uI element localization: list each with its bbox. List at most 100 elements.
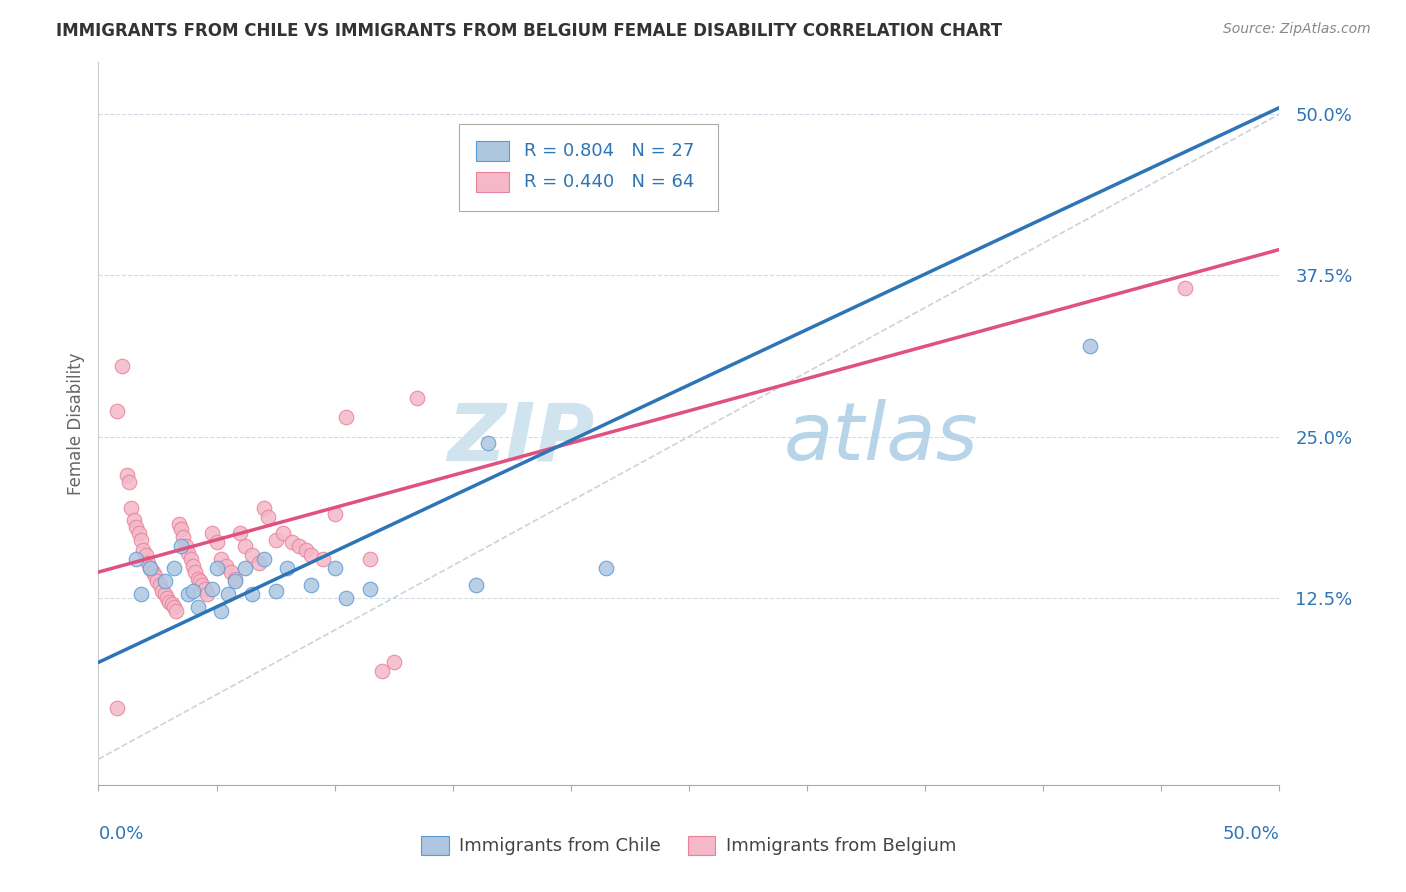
Point xyxy=(177,587,200,601)
Point xyxy=(240,549,263,563)
Point xyxy=(136,556,159,570)
Point xyxy=(111,359,134,373)
Point xyxy=(477,436,499,450)
Point xyxy=(219,565,242,579)
FancyBboxPatch shape xyxy=(477,141,509,161)
Point xyxy=(312,552,335,566)
Point xyxy=(195,587,218,601)
Point xyxy=(264,533,287,547)
Point xyxy=(271,526,294,541)
Point xyxy=(139,561,162,575)
Point xyxy=(1080,339,1102,353)
Point xyxy=(359,552,381,566)
Text: 50.0%: 50.0% xyxy=(1223,825,1279,843)
Point xyxy=(382,656,405,670)
Point xyxy=(135,549,157,563)
Point xyxy=(174,539,197,553)
Point xyxy=(172,530,194,544)
Legend: Immigrants from Chile, Immigrants from Belgium: Immigrants from Chile, Immigrants from B… xyxy=(415,829,963,863)
Point xyxy=(257,509,280,524)
FancyBboxPatch shape xyxy=(458,124,718,211)
Point xyxy=(170,523,193,537)
Point xyxy=(295,543,318,558)
Point xyxy=(281,535,304,549)
Point xyxy=(163,561,186,575)
Point xyxy=(209,552,232,566)
Text: IMMIGRANTS FROM CHILE VS IMMIGRANTS FROM BELGIUM FEMALE DISABILITY CORRELATION C: IMMIGRANTS FROM CHILE VS IMMIGRANTS FROM… xyxy=(56,22,1002,40)
Point xyxy=(205,535,228,549)
Point xyxy=(139,561,162,575)
Point xyxy=(153,574,176,588)
Text: R = 0.804   N = 27: R = 0.804 N = 27 xyxy=(523,143,695,161)
Point xyxy=(595,561,617,575)
Point xyxy=(465,578,488,592)
Text: Source: ZipAtlas.com: Source: ZipAtlas.com xyxy=(1223,22,1371,37)
Point xyxy=(165,604,187,618)
Point xyxy=(233,561,256,575)
Point xyxy=(335,410,357,425)
Text: R = 0.440   N = 64: R = 0.440 N = 64 xyxy=(523,173,695,191)
Point xyxy=(146,574,169,588)
Text: 0.0%: 0.0% xyxy=(98,825,143,843)
Point xyxy=(217,587,239,601)
Point xyxy=(115,468,138,483)
Point xyxy=(276,561,298,575)
Point xyxy=(335,591,357,605)
Point xyxy=(201,526,224,541)
Point xyxy=(209,604,232,618)
Point xyxy=(118,475,141,489)
Point xyxy=(187,572,209,586)
FancyBboxPatch shape xyxy=(477,171,509,192)
Point xyxy=(163,599,186,614)
Y-axis label: Female Disability: Female Disability xyxy=(66,352,84,495)
Point xyxy=(125,520,148,534)
Point xyxy=(150,584,173,599)
Point xyxy=(299,578,322,592)
Point xyxy=(205,561,228,575)
Point xyxy=(167,517,190,532)
Point xyxy=(125,552,148,566)
Point xyxy=(229,526,252,541)
Point xyxy=(187,599,209,614)
Point xyxy=(224,574,246,588)
Point xyxy=(156,591,179,605)
Point xyxy=(122,513,145,527)
Point xyxy=(188,574,211,588)
Point xyxy=(240,587,263,601)
Point xyxy=(224,572,246,586)
Point xyxy=(129,587,152,601)
Point xyxy=(201,582,224,596)
Point xyxy=(184,565,207,579)
Point xyxy=(181,584,204,599)
Point xyxy=(181,558,204,573)
Point xyxy=(170,539,193,553)
Point xyxy=(132,543,155,558)
Point xyxy=(105,404,128,418)
Point xyxy=(149,578,172,592)
Point xyxy=(1174,281,1197,295)
Point xyxy=(253,500,276,515)
Point xyxy=(121,500,143,515)
Point xyxy=(233,539,256,553)
Point xyxy=(177,546,200,560)
Point xyxy=(153,587,176,601)
Point xyxy=(157,595,180,609)
Point xyxy=(191,578,214,592)
Point xyxy=(288,539,311,553)
Point xyxy=(359,582,381,596)
Point xyxy=(105,700,128,714)
Point xyxy=(194,582,217,596)
Point xyxy=(160,598,183,612)
Text: ZIP: ZIP xyxy=(447,399,595,477)
Text: atlas: atlas xyxy=(783,399,979,477)
Point xyxy=(215,558,238,573)
Point xyxy=(129,533,152,547)
Point xyxy=(143,569,166,583)
Point xyxy=(142,565,165,579)
Point xyxy=(299,549,322,563)
Point xyxy=(323,561,346,575)
Point xyxy=(264,584,287,599)
Point xyxy=(180,552,202,566)
Point xyxy=(128,526,150,541)
Point xyxy=(323,507,346,521)
